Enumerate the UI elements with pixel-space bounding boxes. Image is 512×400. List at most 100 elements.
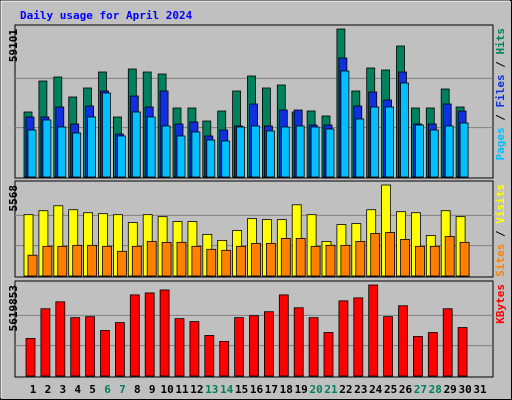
x-tick-label: 25 [384, 383, 397, 396]
bar [308, 317, 319, 377]
bar [459, 241, 470, 277]
y-tick-label: 5619853 [7, 285, 20, 331]
bar [414, 124, 424, 178]
x-tick-label: 12 [190, 383, 203, 396]
bar [398, 305, 408, 377]
x-tick-label: 17 [265, 383, 278, 396]
x-tick-label: 18 [280, 383, 293, 396]
bar [280, 126, 290, 178]
bar [131, 245, 142, 277]
bar [189, 321, 200, 377]
x-tick-label: 23 [354, 383, 367, 396]
bar [459, 122, 469, 178]
x-tick-label: 29 [444, 383, 457, 396]
bar [400, 239, 410, 277]
bar [206, 139, 216, 178]
bar [55, 301, 66, 377]
bar [236, 126, 246, 178]
x-tick-label: 26 [399, 383, 413, 396]
x-tick-label: 19 [295, 383, 308, 396]
bar [221, 249, 232, 277]
x-tick-label: 4 [74, 383, 81, 396]
bar [385, 106, 395, 178]
bar [355, 118, 365, 178]
bar [25, 338, 36, 377]
bar [444, 125, 454, 178]
bar [100, 330, 110, 377]
bar [429, 245, 440, 277]
x-tick-label: 21 [324, 383, 338, 396]
bar [40, 308, 51, 377]
bar [117, 135, 126, 178]
bar [204, 335, 215, 377]
x-tick-label: 20 [309, 383, 322, 396]
bar [206, 248, 217, 277]
chart-title: Daily usage for April 2024 [20, 9, 193, 22]
legend-entry: Pages [494, 127, 507, 160]
bar [263, 311, 274, 377]
bar [412, 336, 423, 377]
y-tick-label: 59101 [7, 29, 20, 62]
legend-entry: Visits [494, 184, 507, 224]
x-tick-label: 16 [250, 383, 264, 396]
bar [385, 232, 396, 277]
bar [219, 340, 230, 377]
bar [370, 233, 381, 277]
bar [161, 125, 171, 178]
x-tick-label: 10 [160, 383, 173, 396]
x-tick-label: 14 [220, 383, 234, 396]
bar [42, 245, 53, 277]
x-tick-label: 24 [369, 383, 383, 396]
bar [251, 125, 260, 178]
bar [340, 244, 351, 277]
bar [442, 308, 453, 377]
bar [57, 126, 67, 178]
bar [236, 245, 247, 277]
legend-separator: / [494, 55, 507, 75]
bar [176, 135, 186, 178]
bar [310, 126, 320, 178]
bar [115, 322, 125, 377]
x-tick-label: 7 [119, 383, 126, 396]
bar [400, 82, 409, 178]
bar [191, 245, 202, 277]
x-tick-label: 5 [89, 383, 96, 396]
bar [146, 116, 156, 178]
x-tick-label: 28 [429, 383, 442, 396]
bar [221, 140, 231, 178]
bar [72, 132, 82, 178]
bar [174, 318, 185, 377]
bar [293, 307, 304, 377]
bar [457, 327, 468, 377]
x-tick-label: 31 [473, 383, 487, 396]
bar [368, 284, 379, 377]
bar [234, 317, 245, 377]
bar [427, 332, 438, 377]
bar [191, 131, 201, 178]
x-tick-label: 30 [458, 383, 471, 396]
bar [280, 238, 291, 277]
legend: Sites / Visits [494, 184, 507, 277]
bar [131, 111, 141, 178]
legend: KBytes [494, 284, 507, 324]
bar [325, 128, 335, 178]
bar [102, 245, 112, 277]
bar [117, 250, 127, 277]
bar [444, 236, 455, 277]
x-tick-label: 27 [414, 383, 427, 396]
bar [265, 130, 275, 178]
legend-separator: / [494, 108, 507, 128]
legend-separator: / [494, 224, 507, 244]
bar [102, 92, 111, 178]
bar [159, 289, 170, 377]
x-tick-label: 8 [134, 383, 141, 396]
x-tick-label: 1 [30, 383, 37, 396]
legend: Pages / Files / Hits [494, 28, 507, 161]
bar [72, 244, 83, 277]
legend-entry: Files [494, 74, 507, 107]
bar [161, 241, 172, 277]
bar [370, 106, 380, 178]
bar [383, 316, 394, 377]
bar [429, 129, 439, 178]
